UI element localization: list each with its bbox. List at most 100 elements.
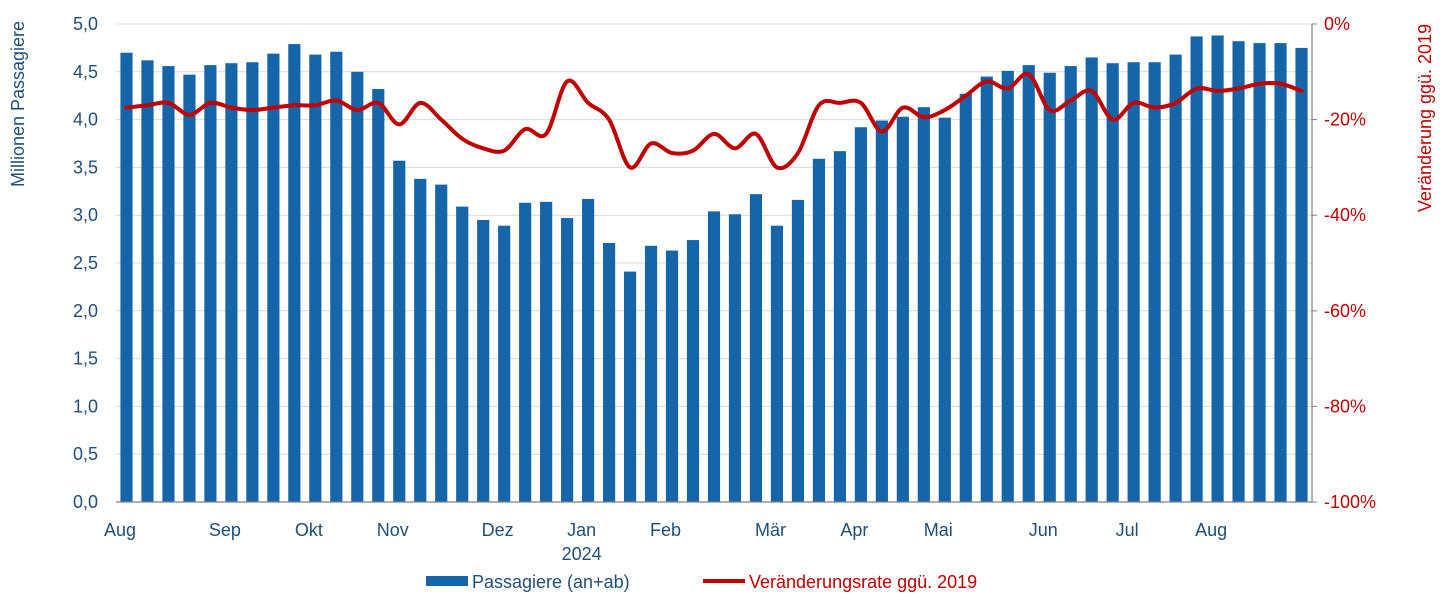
bar — [540, 201, 553, 503]
bar — [770, 225, 784, 502]
bar — [665, 250, 679, 502]
legend-bar-swatch — [426, 576, 468, 586]
bar — [644, 245, 658, 503]
x-tick-label: Mär — [755, 520, 786, 540]
bar — [288, 44, 301, 503]
y-left-tick-label: 0,0 — [73, 492, 98, 512]
bar — [414, 178, 427, 502]
bar — [875, 120, 888, 502]
bar — [120, 52, 133, 503]
bar — [351, 71, 364, 503]
bar — [833, 151, 846, 502]
bar-series — [120, 35, 1308, 503]
y-left-tick-label: 0,5 — [73, 444, 98, 464]
x-tick-label: Aug — [104, 520, 136, 540]
bar — [1148, 62, 1161, 503]
x-tick-label: Nov — [377, 520, 409, 540]
bar — [1085, 57, 1098, 503]
x-tick-label: Dez — [482, 520, 514, 540]
bar — [1232, 41, 1245, 502]
bar — [854, 127, 867, 503]
bar — [1001, 70, 1014, 503]
y-left-tick-label: 2,0 — [73, 301, 98, 321]
bar — [1169, 54, 1182, 502]
x-tick-label: Okt — [295, 520, 323, 540]
x-tick-label: Jan — [567, 520, 596, 540]
legend: Passagiere (an+ab) Veränderungsrate ggü.… — [426, 572, 977, 592]
bar — [309, 54, 322, 502]
bar — [1043, 72, 1056, 503]
bar — [372, 89, 385, 503]
bar — [938, 117, 951, 503]
bar — [204, 65, 217, 502]
bar — [435, 184, 448, 502]
y-right-tick-label: -20% — [1324, 110, 1366, 130]
bar — [582, 198, 595, 502]
y-right-tick-label: 0% — [1324, 14, 1350, 34]
bar — [686, 240, 700, 502]
bar — [393, 160, 406, 502]
bar — [1127, 62, 1140, 503]
bar — [456, 206, 469, 502]
bar — [896, 116, 909, 503]
bar — [561, 218, 574, 502]
y-left-tick-label: 4,5 — [73, 62, 98, 82]
x-tick-label: Sep — [209, 520, 241, 540]
bar — [141, 60, 154, 502]
bar — [477, 219, 490, 503]
legend-bar-label: Passagiere (an+ab) — [472, 572, 630, 592]
bar — [519, 202, 532, 502]
bar — [603, 242, 616, 502]
bar — [980, 76, 993, 502]
tick-labels: 0,0 0,5 1,0 1,5 2,0 2,5 3,0 3,5 4,0 4,5 5,0 -100% -8… — [73, 14, 1376, 564]
y-left-axis-title: Millionen Passagiere — [8, 21, 28, 187]
bar — [1190, 36, 1203, 502]
bar — [330, 51, 343, 502]
y-right-tick-label: -100% — [1324, 492, 1376, 512]
bar — [1295, 47, 1308, 503]
y-right-tick-label: -80% — [1324, 396, 1366, 416]
x-tick-label: Mai — [924, 520, 953, 540]
legend-line-label: Veränderungsrate ggü. 2019 — [749, 572, 977, 592]
x-tick-label: Jun — [1029, 520, 1058, 540]
y-left-tick-label: 3,0 — [73, 205, 98, 225]
x-tick-label: Jul — [1116, 520, 1139, 540]
x-tick-label: Feb — [650, 520, 681, 540]
y-left-tick-label: 1,5 — [73, 349, 98, 369]
bar — [225, 63, 238, 503]
bar — [917, 107, 930, 502]
bar — [1106, 63, 1119, 503]
y-left-tick-label: 1,0 — [73, 396, 98, 416]
bar — [246, 62, 259, 503]
y-left-tick-label: 5,0 — [73, 14, 98, 34]
bar — [1064, 66, 1077, 503]
line-series — [124, 71, 1304, 171]
bar — [749, 194, 763, 502]
bar — [1274, 43, 1287, 503]
bar — [707, 211, 721, 502]
bar — [267, 53, 280, 503]
bar — [959, 93, 972, 503]
x-tick-label: Aug — [1195, 520, 1227, 540]
bar — [623, 271, 637, 502]
x-year-label: 2024 — [562, 544, 602, 564]
y-left-tick-label: 4,0 — [73, 110, 98, 130]
y-right-tick-label: -60% — [1324, 301, 1366, 321]
y-left-tick-label: 2,5 — [73, 253, 98, 273]
bar — [812, 158, 825, 502]
bar — [1022, 65, 1035, 502]
bar — [728, 214, 742, 502]
y-left-tick-label: 3,5 — [73, 157, 98, 177]
bar — [183, 74, 196, 502]
bar — [162, 66, 175, 503]
bar — [1253, 43, 1266, 503]
bar — [791, 199, 805, 503]
bar — [1211, 35, 1224, 503]
y-right-axis-title: Veränderung ggü. 2019 — [1415, 24, 1435, 212]
y-right-tick-label: -40% — [1324, 205, 1366, 225]
x-tick-label: Apr — [840, 520, 868, 540]
axes — [116, 23, 1317, 503]
bar — [498, 225, 511, 502]
